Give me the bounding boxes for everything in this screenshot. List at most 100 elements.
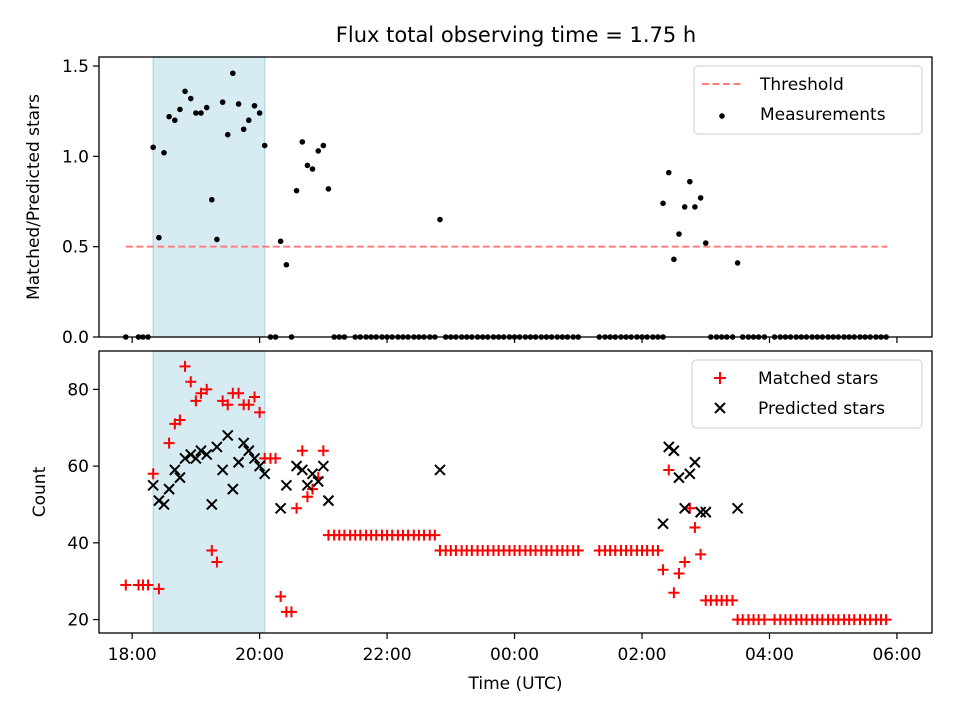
predicted-star-point — [312, 475, 324, 488]
legend-matched-marker — [714, 372, 726, 384]
matched-star-point — [211, 556, 223, 568]
predicted-star-point — [211, 441, 223, 453]
x-tick-label: 02:00 — [618, 645, 667, 665]
matched-star-point — [652, 545, 664, 557]
matched-star-point — [285, 606, 297, 618]
y-tick-label: 1.0 — [62, 147, 89, 167]
legend: Threshold Measurements — [693, 65, 923, 135]
measurement-point — [293, 187, 300, 194]
predicted-star-point — [179, 452, 191, 465]
measurement-point — [209, 196, 215, 203]
measurement-point — [245, 117, 252, 124]
matched-star-point — [147, 468, 159, 480]
predicted-star-point — [679, 502, 691, 515]
measurement-point — [203, 104, 210, 111]
bottom-panel: 20 40 60 80 18:00 20:00 22:00 00:00 02:00 04:00 06… — [30, 350, 933, 694]
predicted-star-point — [147, 479, 159, 491]
matched-star-point — [758, 614, 770, 626]
predicted-star-point — [694, 506, 707, 518]
x-tick-label: 18:00 — [108, 645, 157, 665]
predicted-star-point — [222, 429, 234, 442]
matched-star-point — [301, 491, 313, 503]
measurement-point — [681, 204, 688, 210]
predicted-star-point — [306, 468, 319, 480]
predicted-star-point — [668, 445, 680, 457]
matched-star-point — [689, 521, 701, 533]
predicted-star-point — [163, 483, 175, 495]
y-axis-label: Count — [30, 466, 50, 517]
series-predicted-stars — [147, 429, 744, 530]
predicted-star-point — [731, 502, 744, 515]
predicted-star-point — [280, 479, 293, 491]
axes-frame — [98, 56, 933, 338]
measurement-point — [660, 200, 666, 207]
measurement-point — [177, 106, 183, 113]
matched-star-point — [190, 395, 202, 407]
measurement-point — [251, 102, 258, 109]
predicted-star-point — [259, 468, 271, 480]
matched-star-point — [695, 548, 707, 560]
y-tick-label: 1.5 — [62, 57, 89, 77]
predicted-star-point — [434, 464, 446, 476]
predicted-star-point — [201, 448, 213, 461]
measurement-point — [224, 131, 231, 138]
predicted-star-point — [232, 456, 245, 468]
y-tick-label: 60 — [67, 457, 89, 477]
measurement-point — [261, 142, 268, 149]
predicted-star-point — [243, 445, 255, 457]
predicted-star-point — [673, 471, 685, 484]
measurement-point — [299, 139, 306, 145]
predicted-star-point — [248, 452, 261, 465]
matched-star-point — [270, 452, 282, 464]
top-panel: 0.0 0.5 1.0 1.5 Matched/Predicted stars Thres… — [24, 56, 933, 348]
measurement-point — [156, 234, 162, 241]
shaded-observing-span — [152, 56, 266, 338]
matched-star-point — [880, 614, 892, 626]
axes-frame — [98, 350, 933, 634]
predicted-star-point — [227, 483, 239, 495]
y-tick-label: 80 — [67, 380, 89, 400]
y-axis-label: Matched/Predicted stars — [24, 94, 44, 300]
predicted-star-point — [206, 498, 218, 511]
measurement-point — [315, 148, 322, 154]
matched-star-point — [153, 583, 165, 595]
y-tick-label: 0.5 — [62, 238, 89, 258]
predicted-star-point — [296, 464, 309, 476]
measurement-point — [671, 256, 677, 263]
measurement-point — [734, 260, 741, 266]
predicted-star-point — [253, 460, 266, 472]
matched-star-point — [185, 376, 197, 388]
predicted-star-point — [190, 452, 202, 465]
measurement-point — [161, 149, 167, 156]
measurement-point — [230, 70, 236, 77]
predicted-star-point — [301, 479, 314, 491]
measurement-point — [198, 110, 204, 116]
y-tick-label: 20 — [67, 611, 89, 631]
predicted-star-point — [169, 464, 181, 476]
x-axis-label: Time (UTC) — [468, 674, 563, 694]
measurement-point — [283, 261, 290, 268]
measurement-point — [187, 95, 194, 102]
predicted-star-point — [317, 460, 330, 472]
matched-star-point — [195, 387, 207, 399]
measurement-point — [277, 238, 284, 245]
x-tick-label: 22:00 — [363, 645, 412, 665]
matched-star-point — [296, 445, 308, 457]
matched-star-point — [222, 399, 234, 411]
measurement-point — [214, 236, 220, 243]
matched-star-point — [174, 414, 186, 426]
matched-star-point — [142, 579, 154, 591]
predicted-star-point — [322, 494, 335, 507]
matched-star-point — [429, 529, 441, 541]
x-tick-label: 06:00 — [872, 645, 921, 665]
legend-label: Threshold — [759, 75, 844, 95]
matched-star-point — [727, 594, 739, 606]
matched-star-point — [679, 556, 691, 568]
x-tick-label: 20:00 — [235, 645, 284, 665]
predicted-star-point — [290, 460, 303, 472]
figure-title: Flux total observing time = 1.75 h — [336, 23, 696, 47]
measurement-point — [702, 240, 709, 246]
predicted-star-point — [237, 437, 250, 449]
measurement-point — [665, 169, 672, 176]
